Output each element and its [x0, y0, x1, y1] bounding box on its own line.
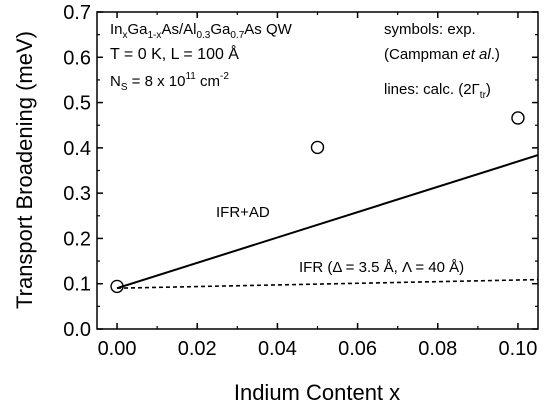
x-tick-label: 0.00: [98, 338, 137, 360]
data-point: [110, 279, 124, 294]
data-point: [511, 111, 525, 125]
data-points: [110, 111, 525, 294]
x-tick-label: 0.02: [178, 338, 217, 360]
x-tick-label: 0.06: [338, 338, 377, 360]
series-lines: [116, 154, 539, 290]
y-tick-label: 0.6: [63, 47, 91, 69]
x-tick-label: 0.04: [258, 338, 297, 360]
annotation-structure: InxGa1-xAs/Al0.3Ga0.7As QW: [110, 21, 293, 41]
y-tick-label: 0.0: [63, 319, 91, 341]
x-tick-label: 0.10: [498, 338, 537, 360]
annotation-symbols: symbols: exp.: [384, 21, 476, 38]
annotation-right: symbols: exp. (Campman et al.) lines: ca…: [384, 21, 500, 101]
y-tick-label: 0.4: [63, 138, 91, 160]
y-tick-label: 0.2: [63, 228, 91, 250]
y-tick-label: 0.3: [63, 183, 91, 205]
series-line-ifr: [116, 278, 539, 289]
x-tick-label: 0.08: [418, 338, 457, 360]
annotation-lines: lines: calc. (2Γtr): [384, 81, 491, 101]
series-line-ifr-ad: [116, 154, 539, 290]
annotation-citation: (Campman et al.): [384, 46, 500, 63]
y-axis-title: Transport Broadening (meV): [12, 31, 37, 309]
y-tick-label: 0.5: [63, 93, 91, 115]
y-tick-label: 0.7: [63, 2, 91, 24]
annotation-left: InxGa1-xAs/Al0.3Ga0.7As QW T = 0 K, L = …: [110, 21, 293, 93]
axis-ticks: 0.00 0.02 0.04 0.06 0.08 0.10 0.0 0.1 0.2 0.3 0.4 0…: [63, 2, 538, 360]
x-axis-title: Indium Content x: [234, 380, 400, 405]
annotation-density: NS = 8 x 1011 cm-2: [110, 71, 229, 93]
data-point: [310, 140, 325, 155]
series-label-ifr-ad: IFR+AD: [216, 204, 270, 221]
series-label-ifr: IFR (Δ = 3.5 Å, Λ = 40 Å): [299, 259, 464, 276]
annotation-temperature-length: T = 0 K, L = 100 Å: [110, 44, 239, 63]
y-tick-label: 0.1: [63, 274, 91, 296]
